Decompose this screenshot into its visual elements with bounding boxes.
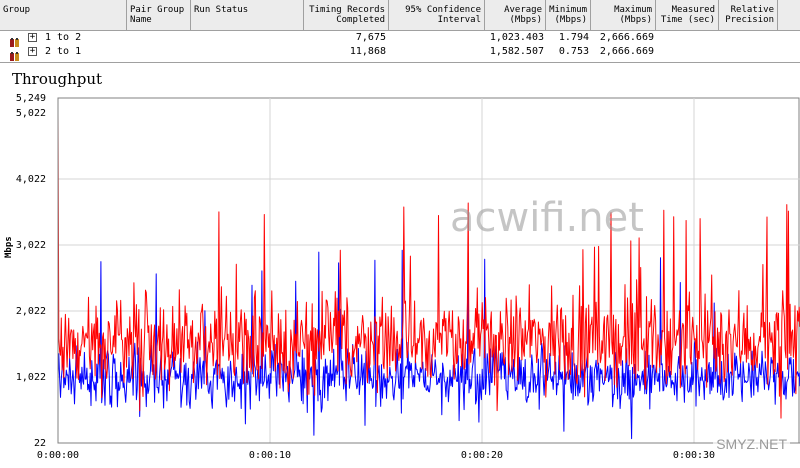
header-maximum[interactable]: Maximum (Mbps) xyxy=(591,0,656,30)
chart-title: Throughput xyxy=(12,70,103,88)
y-tick-label: 4,022 xyxy=(16,174,46,185)
x-tick-label: 0:00:30 xyxy=(673,450,715,461)
header-average[interactable]: Average (Mbps) xyxy=(485,0,546,30)
y-tick-label: 1,022 xyxy=(16,372,46,383)
header-group[interactable]: Group xyxy=(0,0,127,30)
plot-area xyxy=(57,97,800,444)
row-timing-records: 7,675 xyxy=(355,32,386,43)
y-tick-label: 3,022 xyxy=(16,240,46,251)
x-tick-label: 0:00:20 xyxy=(461,450,503,461)
table-row[interactable]: + 2 to 1 11,868 1,582.507 0.753 2,666.66… xyxy=(0,45,800,61)
expand-toggle[interactable]: + xyxy=(28,32,37,42)
results-table: Group Pair Group Name Run Status Timing … xyxy=(0,0,800,63)
row-timing-records: 11,868 xyxy=(349,46,386,57)
pair-icon xyxy=(10,33,20,47)
y-tick-label: 5,249 xyxy=(16,93,46,104)
header-timing-records[interactable]: Timing Records Completed xyxy=(304,0,389,30)
header-minimum[interactable]: Minimum (Mbps) xyxy=(546,0,591,30)
table-row[interactable]: + 1 to 2 7,675 1,023.403 1.794 2,666.669 xyxy=(0,31,800,47)
header-run-status[interactable]: Run Status xyxy=(191,0,304,30)
y-tick-label: 22 xyxy=(34,438,46,449)
header-pair-group-name[interactable]: Pair Group Name xyxy=(127,0,191,30)
row-group: 2 to 1 xyxy=(45,46,82,57)
header-relative-precision[interactable]: Relative Precision xyxy=(719,0,778,30)
row-maximum: 2,666.669 xyxy=(599,32,654,43)
corner-watermark: SMYZ.NET xyxy=(713,436,790,452)
row-minimum: 0.753 xyxy=(558,46,589,57)
x-tick-label: 0:00:10 xyxy=(249,450,291,461)
x-tick-label: 0:00:00 xyxy=(37,450,79,461)
table-header: Group Pair Group Name Run Status Timing … xyxy=(0,0,800,31)
expand-toggle[interactable]: + xyxy=(28,46,37,56)
row-average: 1,023.403 xyxy=(489,32,544,43)
row-average: 1,582.507 xyxy=(489,46,544,57)
header-confidence-interval[interactable]: 95% Confidence Interval xyxy=(389,0,485,30)
pair-icon xyxy=(10,47,20,61)
y-tick-label: 2,022 xyxy=(16,306,46,317)
y-tick-label: 5,022 xyxy=(16,108,46,119)
row-group: 1 to 2 xyxy=(45,32,82,43)
series-line-2-to-1 xyxy=(57,249,800,440)
watermark: acwifi.net xyxy=(450,195,644,241)
series-line-1-to-2 xyxy=(57,112,800,419)
row-minimum: 1.794 xyxy=(558,32,589,43)
row-maximum: 2,666.669 xyxy=(599,46,654,57)
header-measured-time[interactable]: Measured Time (sec) xyxy=(656,0,719,30)
